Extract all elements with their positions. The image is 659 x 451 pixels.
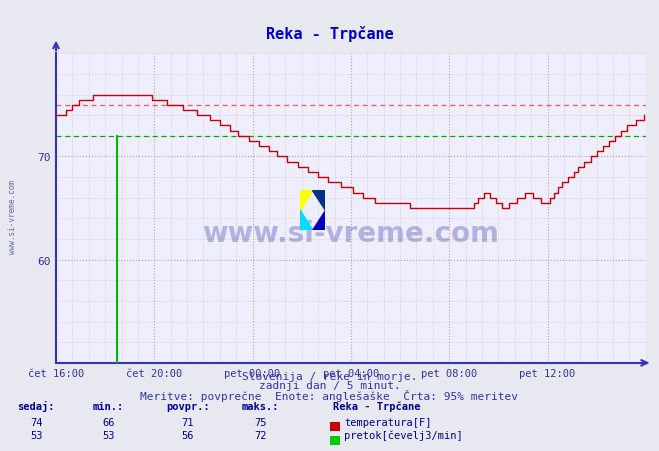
Text: www.si-vreme.com: www.si-vreme.com (8, 179, 17, 253)
Text: temperatura[F]: temperatura[F] (344, 417, 432, 427)
Text: www.si-vreme.com: www.si-vreme.com (202, 219, 500, 247)
Text: zadnji dan / 5 minut.: zadnji dan / 5 minut. (258, 380, 401, 390)
Text: min.:: min.: (93, 401, 125, 411)
Text: povpr.:: povpr.: (166, 401, 210, 411)
Text: Slovenija / reke in morje.: Slovenija / reke in morje. (242, 371, 417, 381)
Text: 56: 56 (182, 430, 194, 440)
Text: 53: 53 (30, 430, 42, 440)
Text: 75: 75 (254, 417, 266, 427)
Text: Meritve: povprečne  Enote: anglešaške  Črta: 95% meritev: Meritve: povprečne Enote: anglešaške Črt… (140, 389, 519, 401)
Text: pretok[čevelj3/min]: pretok[čevelj3/min] (344, 430, 463, 440)
Text: maks.:: maks.: (242, 401, 279, 411)
Text: Reka - Trpčane: Reka - Trpčane (333, 401, 420, 411)
Text: 53: 53 (103, 430, 115, 440)
Polygon shape (312, 190, 325, 210)
Text: 71: 71 (182, 417, 194, 427)
Text: 72: 72 (254, 430, 266, 440)
Text: sedaj:: sedaj: (18, 400, 55, 411)
Polygon shape (312, 210, 325, 230)
Text: 74: 74 (30, 417, 42, 427)
Text: Reka - Trpčane: Reka - Trpčane (266, 26, 393, 41)
Polygon shape (300, 210, 312, 230)
Polygon shape (300, 190, 312, 210)
Text: 66: 66 (103, 417, 115, 427)
